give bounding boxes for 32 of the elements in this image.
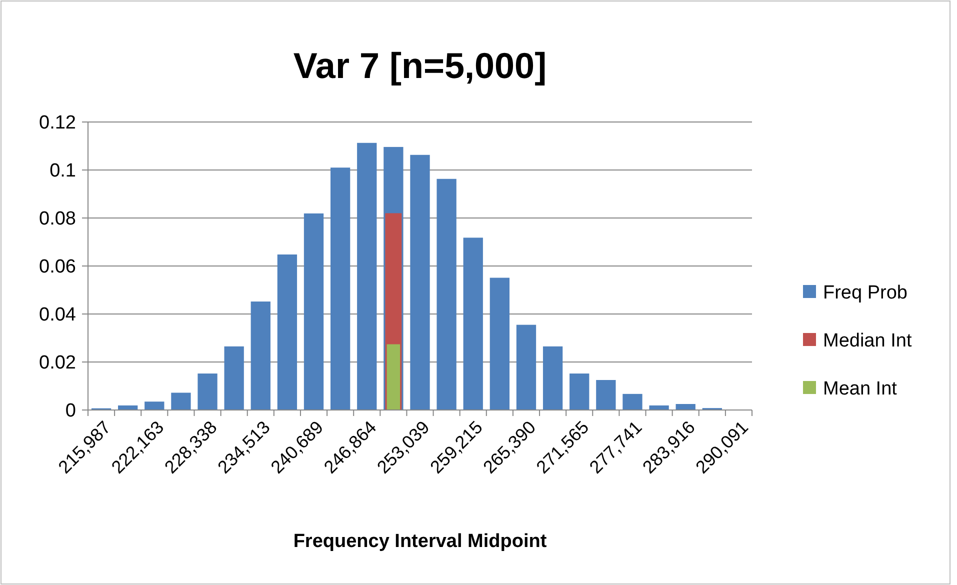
bar — [436, 178, 456, 410]
legend-label: Freq Prob — [823, 282, 908, 304]
bar — [330, 168, 350, 410]
bar — [386, 344, 400, 410]
bar — [250, 302, 270, 410]
bar — [490, 278, 510, 410]
bar — [463, 238, 483, 410]
bar — [516, 324, 536, 410]
y-tick-label: 0 — [65, 400, 76, 422]
x-axis-title: Frequency Interval Midpoint — [293, 531, 548, 552]
bar — [277, 254, 298, 410]
bar — [676, 404, 696, 410]
bar — [304, 213, 324, 410]
bar — [570, 374, 590, 410]
y-tick-label: 0.06 — [39, 256, 76, 278]
y-tick-label: 0.02 — [39, 352, 76, 374]
bar — [622, 394, 642, 410]
legend-label: Median Int — [823, 330, 912, 352]
bar — [198, 374, 218, 410]
bar — [224, 346, 244, 410]
bar — [171, 392, 191, 410]
bar — [357, 142, 377, 410]
bar — [144, 402, 164, 410]
y-tick-label: 0.12 — [39, 112, 76, 134]
bar — [410, 154, 430, 410]
y-tick-label: 0.04 — [39, 304, 76, 326]
bar — [542, 346, 563, 410]
bar — [596, 380, 616, 410]
y-tick-label: 0.1 — [50, 160, 76, 182]
chart-title: Var 7 [n=5,000] — [293, 45, 547, 86]
legend-label: Mean Int — [823, 378, 898, 400]
y-tick-label: 0.08 — [39, 208, 76, 230]
